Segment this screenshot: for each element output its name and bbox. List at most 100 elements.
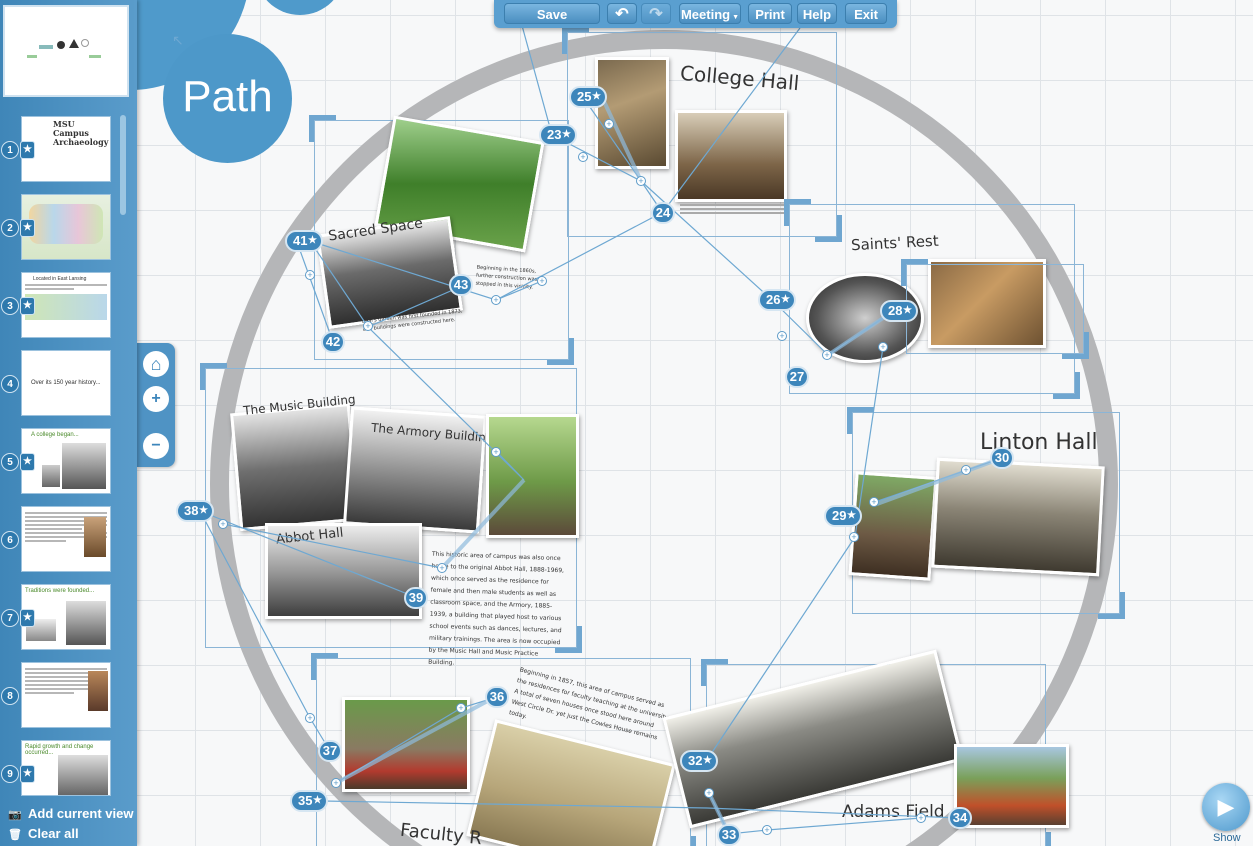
path-marker-24[interactable]: 24 xyxy=(651,202,675,224)
slide-thumb-3[interactable]: Located in East Lansing xyxy=(21,272,111,338)
meeting-dropdown[interactable]: Meeting ▼ xyxy=(679,3,741,24)
slide-thumb-2[interactable] xyxy=(21,194,111,260)
path-handle[interactable]: + xyxy=(331,778,341,788)
slide-number[interactable]: 5 xyxy=(1,453,35,471)
print-button[interactable]: Print xyxy=(748,3,792,24)
path-marker-29[interactable]: 29 xyxy=(824,505,862,527)
slide-title: Traditions were founded... xyxy=(25,588,95,594)
path-handle[interactable]: + xyxy=(762,825,772,835)
path-handle[interactable]: + xyxy=(869,497,879,507)
path-marker-33[interactable]: 33 xyxy=(717,824,741,846)
undo-button[interactable]: ↶ xyxy=(607,3,637,24)
path-handle[interactable]: + xyxy=(916,813,926,823)
path-marker-43[interactable]: 43 xyxy=(449,274,473,296)
show-button[interactable]: ▶ xyxy=(1202,783,1250,831)
path-marker-28[interactable]: 28 xyxy=(880,300,918,322)
path-handle[interactable]: + xyxy=(491,447,501,457)
slide-photo xyxy=(58,755,108,795)
path-marker-36[interactable]: 36 xyxy=(485,686,509,708)
path-marker-38[interactable]: 38 xyxy=(176,500,214,522)
clear-all-button[interactable]: 🗑 Clear all xyxy=(8,826,79,841)
path-marker-27[interactable]: 27 xyxy=(785,366,809,388)
slide-photo xyxy=(84,517,106,557)
photo-college-hall[interactable] xyxy=(675,110,787,202)
overview-thumbnail[interactable] xyxy=(3,5,129,97)
path-handle[interactable]: + xyxy=(437,563,447,573)
map-michigan xyxy=(25,294,107,320)
slide-number[interactable]: 6 xyxy=(1,531,19,549)
path-handle[interactable]: + xyxy=(604,119,614,129)
path-handle[interactable]: + xyxy=(822,350,832,360)
slide-number[interactable]: 8 xyxy=(1,687,19,705)
path-handle[interactable]: + xyxy=(218,519,228,529)
slide-number[interactable]: 3 xyxy=(1,297,35,315)
slide-number[interactable]: 4 xyxy=(1,375,19,393)
slide-number[interactable]: 1 xyxy=(1,141,35,159)
play-icon: ▶ xyxy=(1217,794,1235,819)
add-current-view-button[interactable]: 📷 Add current view xyxy=(8,806,133,821)
photo-abbot-hall[interactable] xyxy=(265,523,422,619)
photo-students-dig[interactable] xyxy=(486,414,579,538)
path-marker-23[interactable]: 23 xyxy=(539,124,577,146)
slide-title: A college began... xyxy=(31,432,79,438)
slide-thumb-7[interactable]: Traditions were founded... xyxy=(21,584,111,650)
slide-number[interactable]: 2 xyxy=(1,219,35,237)
photo-adams-dig[interactable] xyxy=(954,744,1069,828)
path-handle[interactable]: + xyxy=(537,276,547,286)
slide-photo xyxy=(62,443,106,489)
path-handle[interactable]: + xyxy=(578,152,588,162)
path-marker-32[interactable]: 32 xyxy=(680,750,718,772)
slide-photo xyxy=(42,465,60,487)
path-handle[interactable]: + xyxy=(777,331,787,341)
cursor-arrow-icon: ↖ xyxy=(172,32,184,48)
slide-number[interactable]: 7 xyxy=(1,609,35,627)
camera-icon: 📷 xyxy=(8,809,22,821)
path-handle[interactable]: + xyxy=(878,342,888,352)
path-marker-26[interactable]: 26 xyxy=(758,289,796,311)
path-marker-34[interactable]: 34 xyxy=(948,807,972,829)
slide-thumb-8[interactable] xyxy=(21,662,111,728)
exit-button[interactable]: Exit xyxy=(845,3,887,24)
path-handle[interactable]: + xyxy=(305,713,315,723)
slide-photo xyxy=(88,671,108,711)
slide-thumb-5[interactable]: A college began... xyxy=(21,428,111,494)
slide-thumb-9[interactable]: Rapid growth and change occurred... xyxy=(21,740,111,796)
path-marker-35[interactable]: 35 xyxy=(290,790,328,812)
path-handle[interactable]: + xyxy=(363,321,373,331)
path-marker-25[interactable]: 25 xyxy=(569,86,607,108)
path-handle[interactable]: + xyxy=(961,465,971,475)
photo-saints-rest-dig[interactable] xyxy=(928,259,1046,348)
home-icon[interactable]: ⌂ xyxy=(143,351,169,377)
path-marker-37[interactable]: 37 xyxy=(318,740,342,762)
show-label: Show xyxy=(1213,832,1241,844)
path-handle[interactable]: + xyxy=(849,532,859,542)
zoom-in-icon[interactable]: + xyxy=(143,386,169,412)
slide-thumb-1[interactable]: MSU Campus Archaeology xyxy=(21,116,111,182)
zoom-out-icon[interactable]: − xyxy=(143,433,169,459)
path-bubble[interactable]: Path xyxy=(163,34,292,163)
path-handle[interactable]: + xyxy=(636,176,646,186)
path-marker-39[interactable]: 39 xyxy=(404,587,428,609)
path-marker-30[interactable]: 30 xyxy=(990,447,1014,469)
clear-all-label: Clear all xyxy=(28,826,79,841)
save-button[interactable]: Save xyxy=(504,3,600,24)
redo-button[interactable]: ↷ xyxy=(641,3,671,24)
path-marker-41[interactable]: 41 xyxy=(285,230,323,252)
slide-thumb-4[interactable]: Over its 150 year history... xyxy=(21,350,111,416)
zoom-toolbar: ⌂ + − xyxy=(137,343,175,467)
slide-photo xyxy=(66,601,106,645)
path-marker-42[interactable]: 42 xyxy=(321,331,345,353)
photo-college-hall-dig[interactable] xyxy=(595,57,669,169)
top-toolbar: Save ↶ ↷ Meeting ▼ Print Help Exit xyxy=(494,0,897,28)
slide-number[interactable]: 9 xyxy=(1,765,35,783)
path-handle[interactable]: + xyxy=(704,788,714,798)
sidebar-scrollbar[interactable] xyxy=(120,115,126,215)
help-button[interactable]: Help xyxy=(797,3,837,24)
map-usa xyxy=(29,204,103,244)
path-handle[interactable]: + xyxy=(305,270,315,280)
slide-thumb-6[interactable] xyxy=(21,506,111,572)
path-handle[interactable]: + xyxy=(491,295,501,305)
path-handle[interactable]: + xyxy=(456,703,466,713)
